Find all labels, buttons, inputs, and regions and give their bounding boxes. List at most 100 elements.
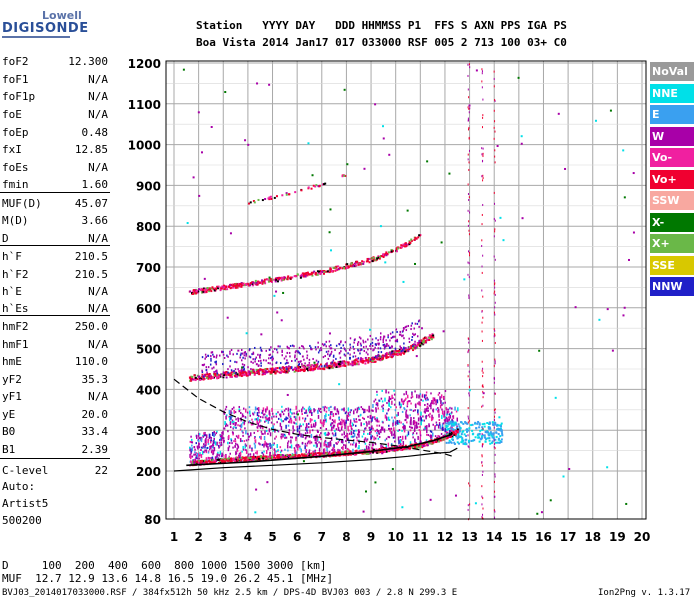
echo-point <box>403 347 405 350</box>
echo-point <box>254 459 257 462</box>
echo-point <box>304 437 307 440</box>
echo-point <box>333 444 335 449</box>
echo-point <box>493 335 495 338</box>
echo-point <box>493 311 495 314</box>
echo-point <box>396 338 399 341</box>
echo-point <box>341 418 343 421</box>
echo-point <box>454 431 457 434</box>
echo-point <box>324 439 327 442</box>
echo-point <box>493 328 495 331</box>
echo-point <box>316 429 319 432</box>
echo-point <box>465 438 468 441</box>
profile-dashed-curve <box>173 378 453 457</box>
echo-point <box>481 405 483 408</box>
echo-point <box>439 396 441 401</box>
echo-point <box>353 430 355 433</box>
echo-point <box>265 408 267 413</box>
echo-point <box>393 427 395 432</box>
echo-point <box>396 448 399 451</box>
echo-point <box>270 444 273 449</box>
echo-point <box>255 363 258 366</box>
echo-point <box>325 452 328 455</box>
echo-point <box>442 434 445 437</box>
echo-point <box>381 426 384 431</box>
echo-point <box>347 352 349 355</box>
x-tick-label: 3 <box>219 530 227 544</box>
echo-point <box>252 281 255 284</box>
echo-point <box>267 419 270 424</box>
echo-point <box>237 444 239 447</box>
echo-point <box>482 396 484 399</box>
echo-point <box>341 433 343 436</box>
echo-point <box>293 421 295 424</box>
echo-point <box>205 449 208 452</box>
echo-point <box>416 444 419 447</box>
echo-point <box>405 329 408 332</box>
echo-point <box>341 425 343 428</box>
echo-point <box>270 369 273 372</box>
echo-point <box>389 346 391 349</box>
echo-point <box>388 424 390 427</box>
echo-point <box>339 341 342 344</box>
echo-point <box>262 416 264 419</box>
echo-point <box>418 339 421 342</box>
echo-point <box>330 423 332 426</box>
echo-point <box>237 370 240 373</box>
echo-point <box>225 423 228 426</box>
echo-point <box>428 336 431 339</box>
echo-point <box>229 375 232 378</box>
echo-point <box>230 438 232 441</box>
echo-point <box>382 356 385 359</box>
echo-point <box>404 435 407 440</box>
echo-point <box>304 272 307 275</box>
echo-point <box>258 459 261 462</box>
echo-point <box>229 421 232 426</box>
echo-point <box>376 432 378 435</box>
echo-point <box>205 290 208 293</box>
echo-point <box>482 443 484 446</box>
echo-point <box>354 338 356 341</box>
echo-point <box>358 336 361 339</box>
echo-point <box>482 316 484 319</box>
echo-point <box>291 276 294 279</box>
echo-point <box>291 454 294 457</box>
echo-point <box>390 448 393 451</box>
echo-point <box>231 421 234 424</box>
echo-point <box>273 369 276 372</box>
echo-point <box>373 348 375 351</box>
echo-point <box>438 392 441 395</box>
echo-point <box>197 288 200 291</box>
echo-point <box>401 426 404 429</box>
echo-point <box>290 367 293 370</box>
echo-point <box>498 441 501 444</box>
echo-point <box>454 421 457 424</box>
echo-point <box>478 426 481 429</box>
echo-point <box>383 450 386 453</box>
echo-point <box>212 450 215 455</box>
echo-point <box>352 432 355 435</box>
echo-point <box>406 396 409 399</box>
echo-point <box>207 442 210 445</box>
echo-point <box>468 276 470 279</box>
echo-point <box>481 423 484 426</box>
echo-point <box>400 443 402 446</box>
echo-point <box>378 448 381 451</box>
echo-point <box>229 417 231 422</box>
echo-point <box>375 337 377 340</box>
echo-point <box>229 452 232 455</box>
echo-point <box>463 278 466 281</box>
echo-point <box>454 433 457 436</box>
echo-point <box>287 412 290 417</box>
echo-point <box>398 348 401 351</box>
echo-point <box>220 373 222 376</box>
echo-point <box>385 437 388 440</box>
echo-point <box>303 407 306 410</box>
echo-point <box>404 326 407 329</box>
echo-point <box>391 434 393 437</box>
echo-point <box>344 412 347 415</box>
echo-point <box>497 437 500 440</box>
echo-point <box>477 436 480 439</box>
echo-point <box>365 438 368 441</box>
echo-point <box>287 346 289 349</box>
echo-point <box>452 431 455 434</box>
